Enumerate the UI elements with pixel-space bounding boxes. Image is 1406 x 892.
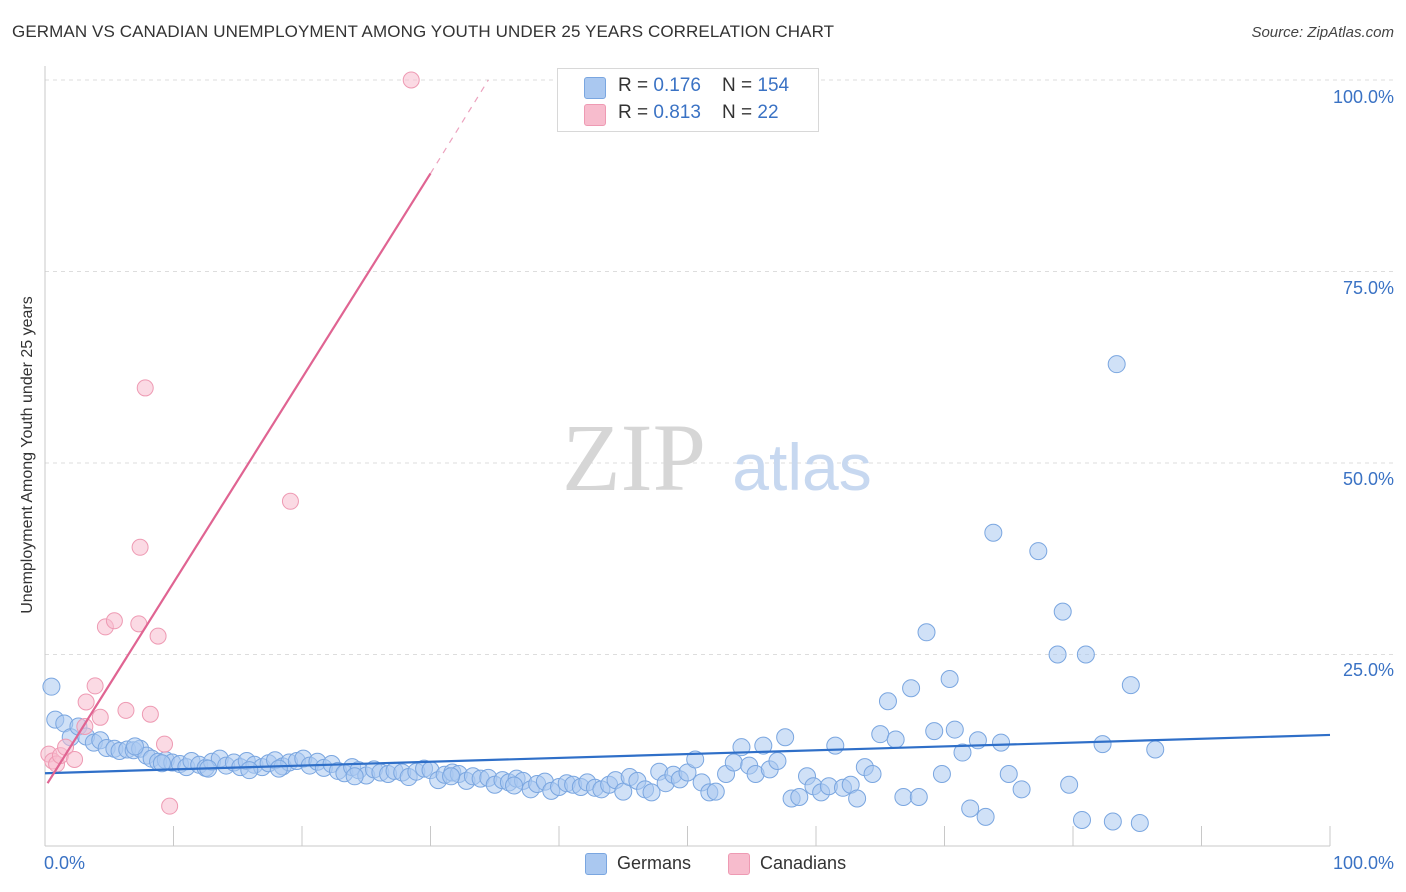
- canadian-point: [91, 708, 109, 726]
- german-point: [932, 764, 951, 783]
- german-point: [768, 751, 787, 770]
- canadians-legend-swatch: [728, 853, 750, 875]
- x-tick-label-max: 100.0%: [1332, 853, 1394, 873]
- germans-legend-swatch: [585, 853, 607, 875]
- german-point: [505, 776, 524, 795]
- german-point: [345, 767, 364, 786]
- watermark-zip: ZIP: [562, 404, 706, 511]
- german-point: [940, 670, 959, 689]
- canadian-point: [281, 492, 299, 510]
- canadians-swatch: [584, 104, 606, 126]
- y-axis-label: Unemployment Among Youth under 25 years: [19, 296, 36, 614]
- canadians-trend-line: [46, 172, 432, 784]
- german-point: [1107, 355, 1126, 374]
- german-point: [776, 728, 795, 747]
- german-point: [42, 677, 61, 696]
- x-tick-label-min: 0.0%: [44, 853, 86, 873]
- canadian-point: [136, 379, 154, 397]
- canadian-point: [66, 750, 84, 768]
- german-point: [945, 720, 964, 739]
- german-point: [925, 722, 944, 741]
- canadian-point: [141, 705, 159, 723]
- german-point: [1121, 676, 1140, 695]
- axes: [44, 66, 1331, 847]
- german-point: [871, 725, 890, 744]
- german-point: [686, 750, 705, 769]
- r-label: R =: [618, 75, 654, 96]
- german-point: [724, 753, 743, 772]
- german-point: [1146, 740, 1165, 759]
- german-point: [917, 623, 936, 642]
- canadian-point: [105, 612, 123, 630]
- r-value-germans: 0.176: [653, 75, 701, 96]
- germans-swatch: [584, 77, 606, 99]
- canadian-point: [131, 538, 149, 556]
- canadians-trend-extension: [429, 79, 489, 174]
- german-point: [754, 736, 773, 755]
- german-point: [269, 759, 288, 778]
- canadian-point: [149, 627, 167, 645]
- chart-title: GERMAN VS CANADIAN UNEMPLOYMENT AMONG YO…: [12, 22, 835, 41]
- correlation-legend: R = 0.176 N = 154 R = 0.813 N = 22: [557, 68, 819, 132]
- german-point: [240, 761, 259, 780]
- german-point: [125, 737, 144, 756]
- canadian-point: [402, 71, 420, 89]
- german-point: [1130, 814, 1149, 833]
- canadian-point: [77, 693, 95, 711]
- german-point: [848, 789, 867, 808]
- german-point: [1029, 542, 1048, 561]
- german-point: [953, 743, 972, 762]
- german-point: [152, 754, 171, 773]
- watermark-atlas: atlas: [732, 430, 871, 504]
- german-point: [826, 736, 845, 755]
- y-tick-label: 75.0%: [1342, 278, 1394, 298]
- legend-canadians-label: Canadians: [760, 853, 847, 873]
- german-point: [1093, 735, 1112, 754]
- n-label: N =: [722, 75, 758, 96]
- german-point: [992, 733, 1011, 752]
- german-point: [976, 807, 995, 826]
- german-point: [894, 787, 913, 806]
- german-point: [1076, 645, 1095, 664]
- legend-germans-label: Germans: [617, 853, 692, 873]
- n-value-germans: 154: [757, 75, 790, 96]
- german-point: [642, 783, 661, 802]
- german-point: [886, 730, 905, 749]
- german-point: [1072, 810, 1091, 829]
- source-credit: Source: ZipAtlas.com: [1251, 24, 1394, 41]
- canadian-point: [117, 701, 135, 719]
- germans-trend-line: [44, 733, 1331, 775]
- y-tick-label: 100.0%: [1332, 87, 1394, 107]
- german-point: [1060, 775, 1079, 794]
- n-value-canadians: 22: [757, 102, 779, 123]
- german-point: [1012, 780, 1031, 799]
- r-label: R =: [618, 102, 654, 123]
- german-point: [984, 523, 1003, 542]
- n-label: N =: [722, 102, 758, 123]
- canadian-point: [161, 797, 179, 815]
- canadian-point: [86, 677, 104, 695]
- canadian-point: [156, 735, 174, 753]
- german-point: [999, 764, 1018, 783]
- german-point: [790, 787, 809, 806]
- trend-lines: [44, 79, 1331, 784]
- german-point: [878, 692, 897, 711]
- watermark: ZIP atlas: [562, 404, 872, 511]
- german-point: [961, 799, 980, 818]
- german-point: [1053, 602, 1072, 621]
- german-point: [1103, 812, 1122, 831]
- german-point: [909, 787, 928, 806]
- german-point: [442, 767, 461, 786]
- gridlines: [45, 79, 1395, 655]
- german-point: [706, 782, 725, 801]
- german-point: [1048, 645, 1067, 664]
- canadians-series: [40, 71, 420, 815]
- german-point: [902, 679, 921, 698]
- german-point: [863, 764, 882, 783]
- y-tick-label: 25.0%: [1342, 660, 1394, 680]
- r-value-canadians: 0.813: [653, 102, 701, 123]
- y-tick-label: 50.0%: [1342, 469, 1394, 489]
